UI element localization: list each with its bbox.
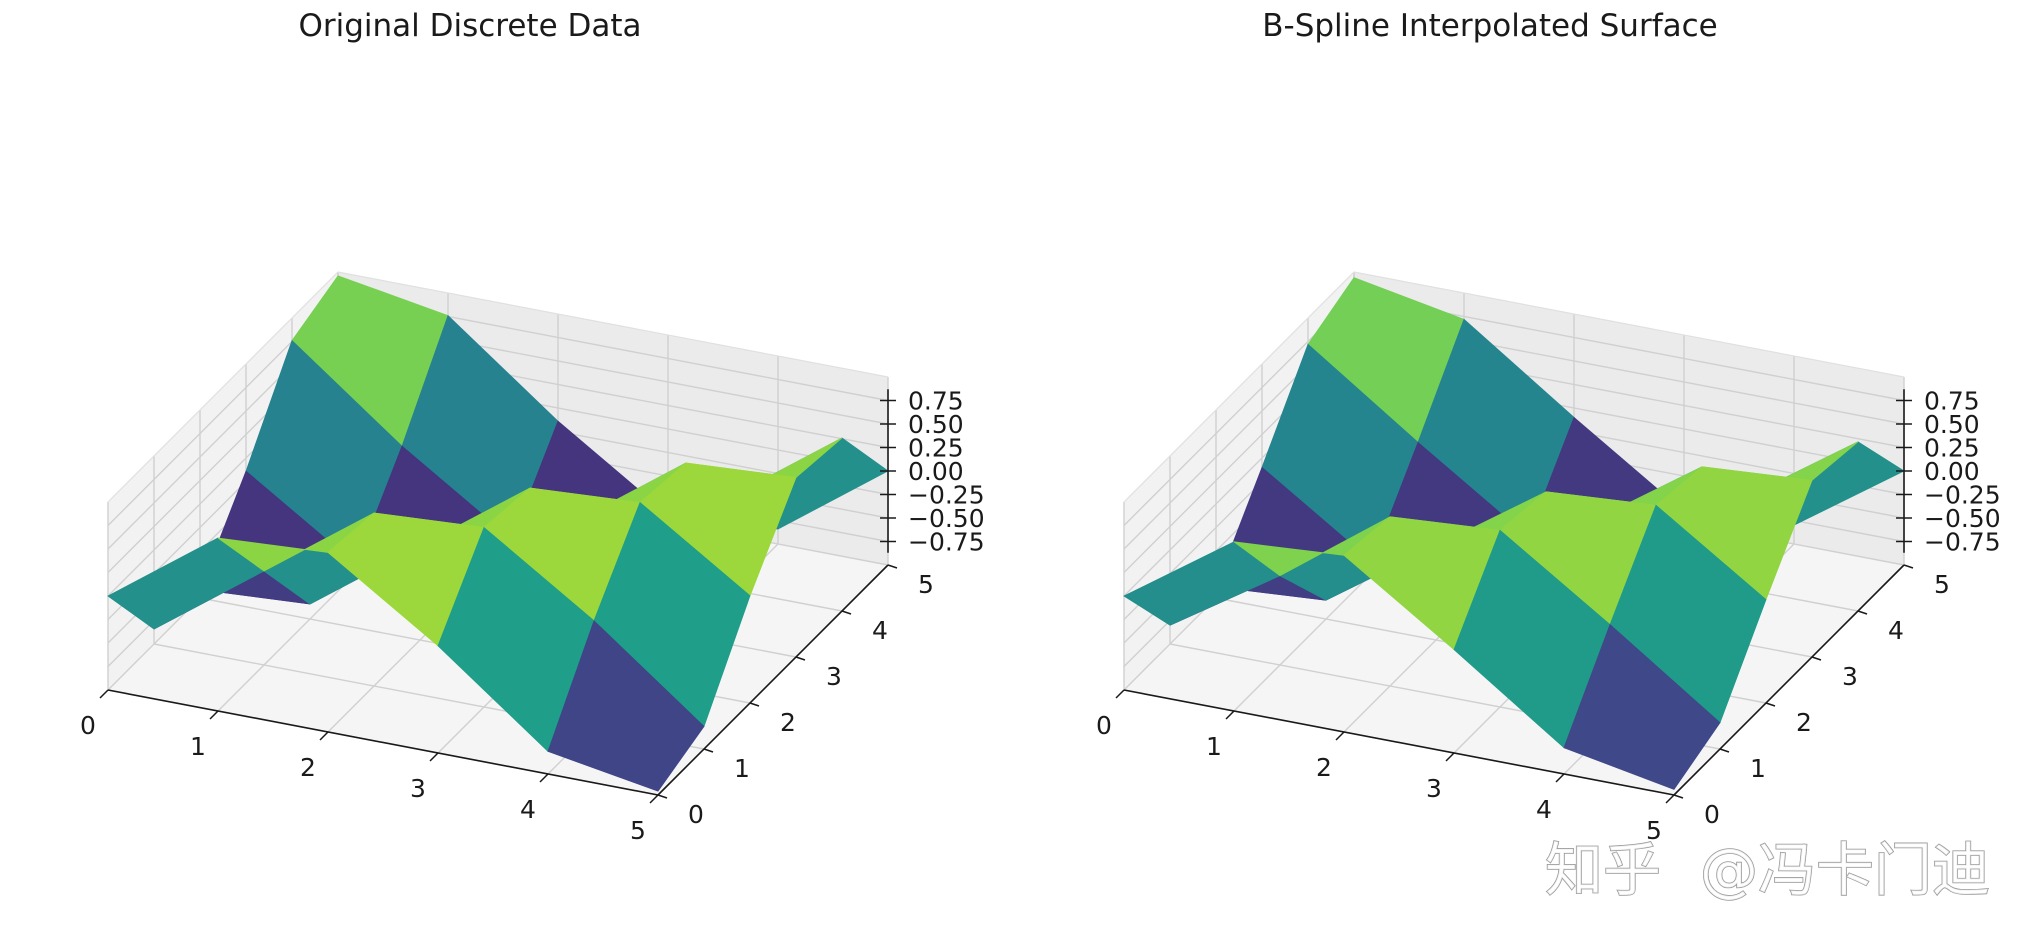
z-tick-label: −0.50 <box>1924 504 2001 533</box>
z-tick-label: 0.00 <box>1924 457 1980 486</box>
watermark-logo-text: 知乎 <box>1545 836 1661 904</box>
x-tick-label: 1 <box>1206 732 1222 761</box>
y-tick-mark <box>1811 656 1822 661</box>
y-tick-mark <box>1765 702 1776 707</box>
z-tick-label: 0.50 <box>1924 410 1980 439</box>
x-tick-mark <box>1445 752 1455 762</box>
z-tick-label: 0.25 <box>908 434 964 463</box>
y-tick-mark <box>841 610 852 615</box>
surface-facet <box>547 620 705 792</box>
y-tick-label: 5 <box>1934 570 1950 599</box>
x-tick-label: 3 <box>410 774 426 803</box>
x-tick-label: 4 <box>1536 795 1552 824</box>
x-tick-mark <box>1335 731 1345 741</box>
z-tick-label: −0.75 <box>1924 528 2001 557</box>
x-tick-label: 5 <box>1646 816 1662 845</box>
x-tick-mark <box>539 773 549 783</box>
x-tick-label: 0 <box>80 711 96 740</box>
y-tick-mark <box>887 564 898 569</box>
z-tick-label: −0.75 <box>908 528 985 557</box>
chart-title: B-Spline Interpolated Surface <box>1262 8 1717 44</box>
y-tick-mark <box>657 794 668 799</box>
z-tick-label: 0.25 <box>1924 434 1980 463</box>
x-tick-mark <box>1115 689 1125 699</box>
y-tick-label: 5 <box>918 570 934 599</box>
z-tick-label: −0.25 <box>908 481 985 510</box>
y-tick-mark <box>703 748 714 753</box>
x-tick-mark <box>1225 710 1235 720</box>
watermark-handle: @冯卡门迪 <box>1700 836 1990 904</box>
x-tick-label: 2 <box>1316 753 1332 782</box>
panel-original-discrete-data: Original Discrete Data 0 1 2 3 4 5 0 1 2 3 4 5 −0.75… <box>80 8 985 845</box>
panel-bspline-interpolated-surface: B-Spline Interpolated Surface 0 1 2 3 4 5 0 1 2 3… <box>1096 8 2001 845</box>
y-tick-mark <box>1673 794 1684 799</box>
z-tick-label: 0.75 <box>1924 387 1980 416</box>
y-tick-label: 4 <box>872 616 888 645</box>
y-tick-label: 2 <box>780 708 796 737</box>
surface-plot <box>107 275 889 792</box>
z-tick-label: 0.50 <box>908 410 964 439</box>
chart-title: Original Discrete Data <box>298 8 641 44</box>
y-tick-mark <box>795 656 806 661</box>
x-tick-label: 4 <box>520 795 536 824</box>
z-tick-label: −0.25 <box>1924 481 2001 510</box>
z-tick-label: −0.50 <box>908 504 985 533</box>
x-tick-label: 0 <box>1096 711 1112 740</box>
x-tick-mark <box>209 710 219 720</box>
y-tick-label: 1 <box>734 754 750 783</box>
y-tick-mark <box>1903 564 1914 569</box>
x-tick-label: 2 <box>300 753 316 782</box>
x-tick-label: 3 <box>1426 774 1442 803</box>
y-tick-label: 2 <box>1796 708 1812 737</box>
y-tick-mark <box>1857 610 1868 615</box>
y-tick-mark <box>1719 748 1730 753</box>
watermark: 知乎 @冯卡门迪 <box>1544 835 1991 905</box>
y-tick-label: 3 <box>826 662 842 691</box>
x-tick-mark <box>319 731 329 741</box>
x-tick-mark <box>1555 773 1565 783</box>
x-tick-mark <box>1665 794 1675 804</box>
y-tick-label: 4 <box>1888 616 1904 645</box>
x-tick-mark <box>649 794 659 804</box>
x-tick-mark <box>429 752 439 762</box>
x-tick-label: 1 <box>190 732 206 761</box>
x-tick-label: 5 <box>630 816 646 845</box>
y-tick-mark <box>749 702 760 707</box>
y-tick-label: 3 <box>1842 662 1858 691</box>
y-tick-label: 0 <box>688 800 704 829</box>
z-tick-label: 0.00 <box>908 457 964 486</box>
surface-plot <box>1123 277 1905 790</box>
x-tick-mark <box>99 689 109 699</box>
z-tick-label: 0.75 <box>908 387 964 416</box>
y-tick-label: 0 <box>1704 800 1720 829</box>
y-tick-label: 1 <box>1750 754 1766 783</box>
surface-facet <box>1563 623 1721 790</box>
